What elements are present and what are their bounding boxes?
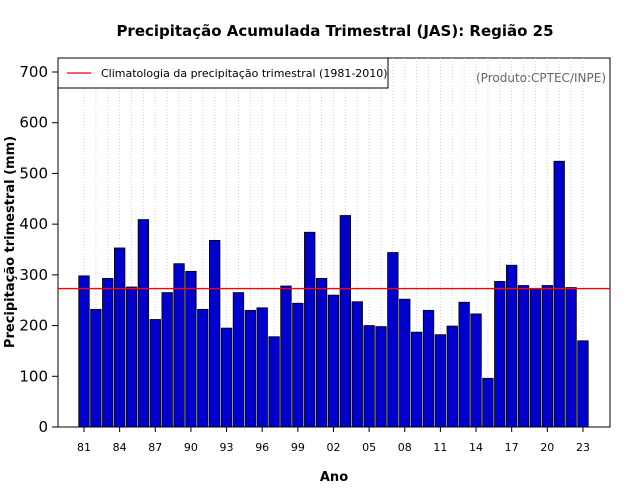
bar-1994 bbox=[232, 292, 245, 428]
legend-box bbox=[57, 57, 389, 89]
y-tick-label: 400 bbox=[19, 215, 48, 233]
bar-1987 bbox=[149, 319, 161, 428]
bar-1998 bbox=[280, 285, 292, 428]
y-tick-label: 100 bbox=[19, 367, 48, 385]
bar-1984 bbox=[113, 247, 126, 428]
bar-2019 bbox=[529, 288, 542, 428]
x-tick-label: 02 bbox=[326, 441, 340, 454]
x-tick-label: 96 bbox=[255, 441, 269, 454]
bar-1997 bbox=[268, 336, 280, 428]
bar-2016 bbox=[494, 281, 506, 428]
bar-2007 bbox=[387, 252, 399, 428]
x-tick-label: 23 bbox=[576, 441, 590, 454]
x-tick-label: 14 bbox=[469, 441, 483, 454]
x-tick-label: 93 bbox=[220, 441, 234, 454]
x-tick-label: 11 bbox=[433, 441, 447, 454]
x-tick-label: 90 bbox=[184, 441, 198, 454]
bar-1993 bbox=[220, 327, 233, 428]
bar-1988 bbox=[161, 292, 173, 428]
bar-2011 bbox=[434, 334, 447, 428]
y-tick-label: 0 bbox=[38, 418, 48, 436]
bar-2022 bbox=[565, 287, 577, 428]
x-tick-label: 87 bbox=[148, 441, 162, 454]
y-tick-label: 300 bbox=[19, 266, 48, 284]
legend: Climatologia da precipitação trimestral … bbox=[57, 57, 389, 89]
bar-2001 bbox=[315, 278, 328, 428]
bar-2008 bbox=[399, 298, 411, 428]
credit-text: (Produto:CPTEC/INPE) bbox=[476, 71, 606, 85]
bar-2020 bbox=[541, 285, 553, 428]
bar-2006 bbox=[375, 326, 387, 428]
x-tick-label: 08 bbox=[398, 441, 412, 454]
bar-2014 bbox=[470, 313, 482, 428]
bar-1990 bbox=[185, 270, 197, 428]
bar-1986 bbox=[137, 219, 150, 428]
x-tick-label: 20 bbox=[540, 441, 554, 454]
bar-2010 bbox=[422, 309, 435, 428]
bar-1981 bbox=[78, 275, 90, 428]
bar-1991 bbox=[197, 308, 209, 428]
y-tick-label: 200 bbox=[19, 317, 48, 335]
x-tick-label: 84 bbox=[113, 441, 127, 454]
bar-2004 bbox=[351, 301, 363, 428]
bar-2021 bbox=[553, 160, 565, 428]
bar-2000 bbox=[304, 231, 316, 428]
x-axis: 81 84 87 90 93 96 99 02 05 08 11 14 17 20 23 bbox=[77, 427, 590, 454]
bar-1982 bbox=[90, 308, 102, 428]
bar-2002 bbox=[327, 294, 340, 428]
bar-2013 bbox=[458, 301, 470, 428]
bar-2017 bbox=[506, 264, 518, 428]
chart-title: Precipitação Acumulada Trimestral (JAS):… bbox=[116, 22, 553, 40]
bar-2023 bbox=[577, 340, 589, 428]
legend-label: Climatologia da precipitação trimestral … bbox=[101, 67, 388, 80]
bars bbox=[78, 160, 589, 428]
y-tick-label: 600 bbox=[19, 114, 48, 132]
bar-2018 bbox=[517, 285, 530, 428]
x-tick-label: 17 bbox=[505, 441, 519, 454]
bar-2003 bbox=[339, 215, 352, 428]
x-tick-label: 99 bbox=[291, 441, 305, 454]
y-axis-label: Precipitação trimestral (mm) bbox=[3, 136, 18, 348]
bar-1996 bbox=[256, 307, 268, 428]
bar-2009 bbox=[410, 331, 423, 428]
x-axis-label: Ano bbox=[320, 470, 348, 485]
bar-1983 bbox=[102, 278, 114, 428]
bar-1999 bbox=[292, 302, 304, 428]
bar-1992 bbox=[209, 239, 221, 428]
y-tick-label: 700 bbox=[19, 63, 48, 81]
y-tick-label: 500 bbox=[19, 164, 48, 182]
x-tick-label: 81 bbox=[77, 441, 91, 454]
bar-2015 bbox=[482, 377, 494, 428]
x-tick-label: 05 bbox=[362, 441, 376, 454]
bar-1995 bbox=[244, 309, 256, 428]
y-axis: 0 100 200 300 400 500 600 700 bbox=[19, 63, 58, 436]
bar-2012 bbox=[446, 325, 458, 428]
bar-1989 bbox=[173, 263, 185, 428]
bar-1985 bbox=[125, 286, 138, 428]
bar-2005 bbox=[363, 325, 375, 428]
